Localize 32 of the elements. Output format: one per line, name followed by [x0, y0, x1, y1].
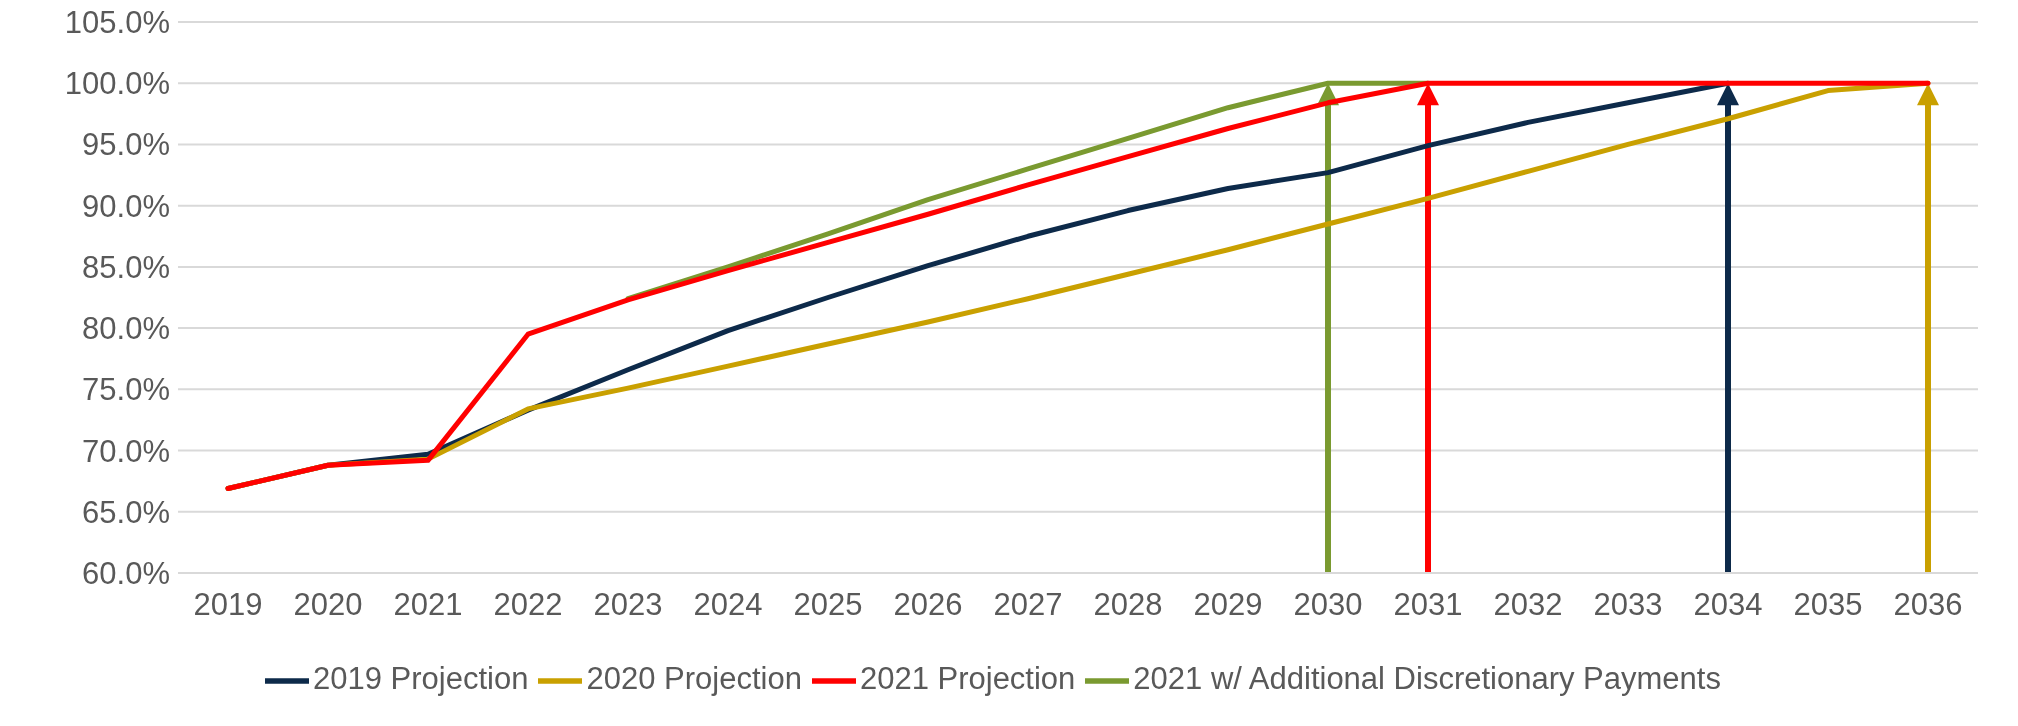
y-tick-label: 100.0% [64, 66, 170, 102]
legend-label: 2021 Projection [859, 661, 1076, 697]
x-tick-label: 2020 [293, 587, 363, 623]
legend-label: 2020 Projection [586, 661, 802, 697]
x-tick-label: 2031 [1393, 587, 1463, 623]
y-tick-label: 70.0% [82, 433, 170, 469]
x-tick-label: 2029 [1193, 587, 1263, 623]
y-tick-label: 80.0% [82, 311, 170, 347]
y-tick-label: 75.0% [82, 372, 170, 408]
x-tick-label: 2023 [593, 587, 663, 623]
x-tick-label: 2024 [693, 587, 763, 623]
x-tick-label: 2025 [793, 587, 863, 623]
x-tick-label: 2026 [893, 587, 963, 623]
x-tick-label: 2030 [1293, 587, 1363, 623]
x-tick-label: 2035 [1793, 587, 1863, 623]
x-tick-label: 2028 [1093, 587, 1163, 623]
x-tick-label: 2019 [193, 587, 263, 623]
y-tick-label: 65.0% [82, 494, 170, 530]
legend-label: 2019 Projection [313, 661, 529, 697]
x-tick-label: 2032 [1493, 587, 1563, 623]
legend-label: 2021 w/ Additional Discretionary Payments [1133, 661, 1721, 697]
y-tick-label: 90.0% [82, 188, 170, 224]
x-tick-label: 2033 [1593, 587, 1663, 623]
x-tick-label: 2022 [493, 587, 563, 623]
y-tick-label: 60.0% [82, 556, 170, 592]
y-tick-label: 85.0% [82, 249, 170, 285]
x-tick-label: 2027 [993, 587, 1063, 623]
y-tick-label: 105.0% [64, 5, 170, 41]
y-tick-label: 95.0% [82, 127, 170, 163]
x-tick-label: 2021 [393, 587, 463, 623]
x-tick-label: 2034 [1693, 587, 1763, 623]
x-tick-label: 2036 [1893, 587, 1963, 623]
